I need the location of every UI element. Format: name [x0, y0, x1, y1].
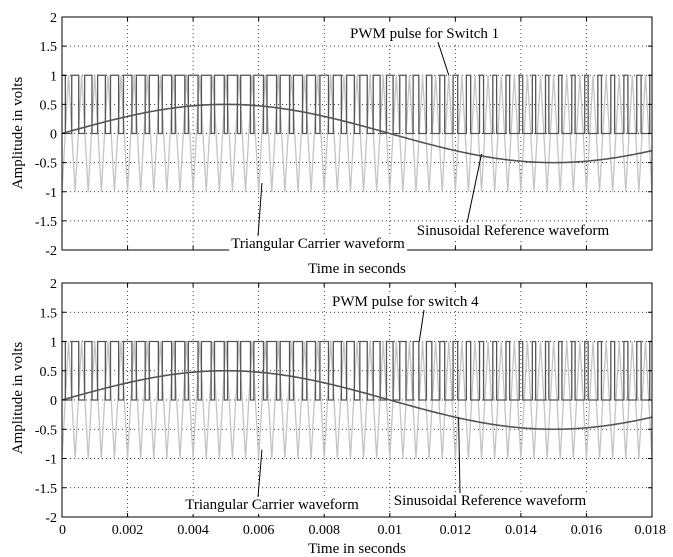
annotation-label: Sinusoidal Reference waveform: [394, 493, 587, 509]
y-tick-label: 0.5: [40, 365, 58, 380]
annotation-background: [229, 235, 408, 253]
y-tick-label: 0: [50, 394, 57, 409]
y-tick-label: 2: [50, 277, 57, 292]
annotation-background: [391, 492, 589, 510]
annotation-leader-line: [257, 182, 263, 237]
y-tick-label: -0.5: [35, 157, 57, 172]
x-tick-label: 0.008: [308, 523, 340, 538]
series-sinusoidal-reference: [62, 369, 652, 431]
x-axis-label: Time in seconds: [308, 261, 406, 277]
series-sinusoidal-reference: [62, 103, 652, 164]
annotation-leader-line: [418, 309, 425, 342]
x-tick-label: 0.018: [635, 523, 667, 538]
y-axis-label: Amplitude in volts: [10, 77, 26, 190]
annotation-background: [330, 293, 482, 311]
x-tick-label: 0.014: [505, 523, 537, 538]
x-axis-label: Time in seconds: [308, 541, 406, 557]
x-tick-label: 0.006: [243, 523, 275, 538]
y-tick-label: -1.5: [35, 482, 57, 497]
annotation-label: Triangular Carrier waveform: [231, 236, 405, 252]
y-tick-label: -1: [45, 453, 57, 468]
plot-area: [62, 74, 652, 192]
annotation-label: Triangular Carrier waveform: [185, 497, 359, 513]
y-tick-label: 0.5: [40, 98, 58, 113]
y-tick-label: -0.5: [35, 423, 57, 438]
annotation-leader-line: [466, 153, 483, 224]
annotation-leader-line: [437, 41, 450, 76]
y-tick-label: -2: [45, 511, 57, 526]
series-pwm-pulse: [62, 74, 652, 135]
y-tick-label: 1.5: [40, 40, 58, 55]
plot-area: [62, 340, 652, 459]
annotation-background: [183, 496, 362, 514]
y-axis-label: Amplitude in volts: [10, 342, 26, 455]
x-tick-label: 0.012: [440, 523, 472, 538]
annotation-leader-line: [458, 417, 461, 494]
annotation-background: [348, 25, 502, 43]
y-tick-label: 1.5: [40, 306, 58, 321]
series-pwm-pulse: [62, 340, 652, 401]
x-tick-label: 0: [59, 523, 66, 538]
annotation-label: Sinusoidal Reference waveform: [417, 223, 610, 239]
y-tick-label: -1: [45, 186, 57, 201]
annotation-label: PWM pulse for Switch 1: [350, 26, 499, 42]
y-tick-label: 1: [50, 69, 57, 84]
annotation-background: [414, 222, 612, 240]
y-tick-label: -1.5: [35, 215, 57, 230]
x-tick-label: 0.004: [177, 523, 209, 538]
y-tick-label: -2: [45, 244, 57, 259]
y-tick-label: 2: [50, 11, 57, 26]
panel-top: -2 -1.5 -1 -0.5 0 0.5 1 1.5 2 Time in seconds Ampl…: [10, 11, 653, 277]
series-triangular-carrier: [62, 75, 652, 192]
x-tick-label: 0.002: [112, 523, 144, 538]
series-triangular-carrier: [62, 341, 652, 459]
annotation-leader-line: [257, 449, 263, 498]
annotation-label: PWM pulse for switch 4: [332, 294, 479, 310]
panel-bottom: -2 -1.5 -1 -0.5 0 0.5 1 1.5 2 0 0.002 0.004 0.006 0.0…: [10, 277, 666, 557]
x-tick-label: 0.01: [378, 523, 403, 538]
y-tick-label: 0: [50, 128, 57, 143]
y-tick-label: 1: [50, 336, 57, 351]
x-tick-label: 0.016: [571, 523, 603, 538]
